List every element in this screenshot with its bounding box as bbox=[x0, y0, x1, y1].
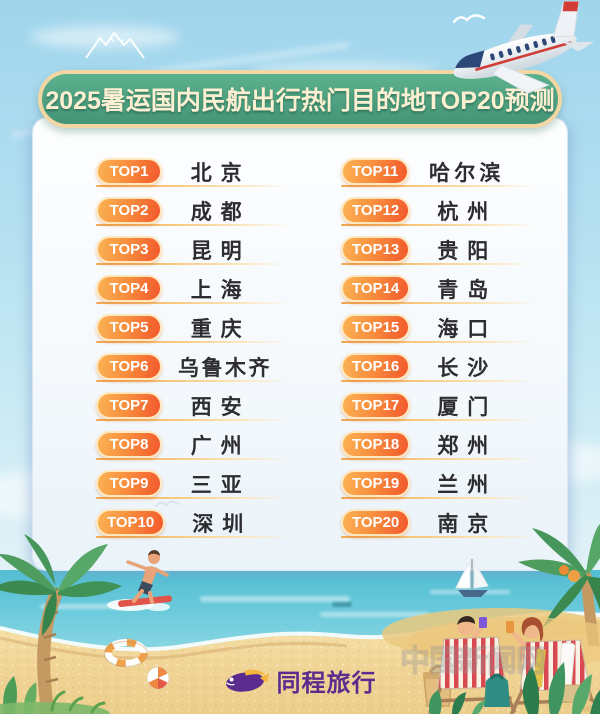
sea-shadow bbox=[332, 602, 352, 607]
rank-badge: TOP8 bbox=[96, 431, 162, 458]
ranking-column-left: TOP1 北京 TOP2 成都 TOP3 昆明 TOP4 上海 TOP5 重庆 TOP6 乌… bbox=[96, 158, 288, 548]
life-ring-icon bbox=[103, 639, 149, 668]
whale-logo-icon bbox=[225, 669, 269, 692]
leaves-icon bbox=[522, 662, 600, 714]
ranking-row: TOP10 深圳 bbox=[96, 509, 288, 538]
city-label: 杭州 bbox=[437, 200, 498, 224]
city-label: 郑州 bbox=[437, 434, 498, 458]
city-label: 长沙 bbox=[437, 356, 498, 380]
rank-badge: TOP20 bbox=[341, 509, 411, 536]
ranking-row: TOP11 哈尔滨 bbox=[341, 158, 533, 187]
ranking-row: TOP20 南京 bbox=[341, 509, 533, 538]
ranking-row: TOP1 北京 bbox=[96, 158, 288, 187]
ranking-row: TOP15 海口 bbox=[341, 314, 533, 343]
rank-badge: TOP1 bbox=[96, 158, 162, 185]
page-title: 2025暑运国内民航出行热门目的地TOP20预测 bbox=[45, 87, 555, 115]
city-label: 南京 bbox=[437, 512, 498, 536]
rank-badge: TOP18 bbox=[341, 431, 411, 458]
rank-badge: TOP4 bbox=[96, 275, 162, 302]
ranking-row: TOP16 长沙 bbox=[341, 353, 533, 382]
ranking-row: TOP19 兰州 bbox=[341, 470, 533, 499]
rank-badge: TOP19 bbox=[341, 470, 411, 497]
city-label: 海口 bbox=[437, 317, 498, 341]
ranking-row: TOP14 青岛 bbox=[341, 275, 533, 304]
ranking-row: TOP3 昆明 bbox=[96, 236, 288, 265]
airplane-icon bbox=[453, 1, 595, 94]
ranking-row: TOP6 乌鲁木齐 bbox=[96, 353, 288, 382]
rank-badge: TOP10 bbox=[96, 509, 166, 536]
city-label: 重庆 bbox=[190, 317, 251, 341]
city-label: 上海 bbox=[190, 278, 251, 302]
yellow-towel bbox=[533, 648, 546, 688]
ranking-row: TOP8 广州 bbox=[96, 431, 288, 460]
ranking-row: TOP7 西安 bbox=[96, 392, 288, 421]
ranking-row: TOP5 重庆 bbox=[96, 314, 288, 343]
city-label: 青岛 bbox=[437, 278, 498, 302]
palm-tree-icon bbox=[518, 524, 600, 646]
ranking-row: TOP12 杭州 bbox=[341, 197, 533, 226]
leaves-icon bbox=[429, 690, 486, 714]
city-label: 昆明 bbox=[190, 239, 251, 263]
city-label: 深圳 bbox=[192, 512, 253, 536]
beach-bag-icon bbox=[484, 673, 510, 707]
rank-badge: TOP7 bbox=[96, 392, 162, 419]
city-label: 哈尔滨 bbox=[428, 161, 505, 185]
city-label: 北京 bbox=[190, 161, 251, 185]
ranking-row: TOP9 三亚 bbox=[96, 470, 288, 499]
ranking-row: TOP17 厦门 bbox=[341, 392, 533, 421]
ranking-row: TOP4 上海 bbox=[96, 275, 288, 304]
city-label: 乌鲁木齐 bbox=[177, 356, 273, 380]
rank-badge: TOP9 bbox=[96, 470, 162, 497]
city-label: 西安 bbox=[190, 395, 251, 419]
surfer-icon bbox=[107, 550, 172, 611]
sea-streak bbox=[320, 612, 430, 617]
city-label: 广州 bbox=[190, 434, 251, 458]
ranking-list: TOP1 北京 TOP2 成都 TOP3 昆明 TOP4 上海 TOP5 重庆 TOP6 乌… bbox=[33, 118, 567, 548]
grass-icon bbox=[0, 676, 110, 714]
rank-badge: TOP13 bbox=[341, 236, 411, 263]
city-label: 兰州 bbox=[437, 473, 498, 497]
rank-badge: TOP15 bbox=[341, 314, 411, 341]
watermark: 中国新闻网 bbox=[399, 644, 546, 678]
seagull-icon bbox=[155, 500, 180, 507]
seagull-icon bbox=[452, 14, 486, 24]
title-banner: 2025暑运国内民航出行热门目的地TOP20预测 bbox=[38, 70, 562, 128]
sea-streak bbox=[200, 596, 350, 602]
sailboat-icon bbox=[455, 559, 489, 597]
beach-chairs-scene bbox=[408, 616, 600, 714]
city-label: 厦门 bbox=[437, 395, 498, 419]
rank-badge: TOP11 bbox=[341, 158, 410, 185]
ranking-row: TOP18 郑州 bbox=[341, 431, 533, 460]
brand-name: 同程旅行 bbox=[276, 670, 377, 697]
rank-badge: TOP6 bbox=[96, 353, 162, 380]
rank-badge: TOP12 bbox=[341, 197, 411, 224]
ranking-row: TOP2 成都 bbox=[96, 197, 288, 226]
mountain-doodle-icon bbox=[85, 32, 145, 59]
city-label: 贵阳 bbox=[437, 239, 498, 263]
rank-badge: TOP3 bbox=[96, 236, 162, 263]
ranking-column-right: TOP11 哈尔滨 TOP12 杭州 TOP13 贵阳 TOP14 青岛 TOP15 海口… bbox=[341, 158, 533, 548]
brand-footer: 同程旅行 bbox=[0, 663, 600, 698]
sea-streak bbox=[40, 604, 130, 609]
cloud bbox=[30, 26, 180, 48]
rank-badge: TOP2 bbox=[96, 197, 162, 224]
city-label: 成都 bbox=[190, 200, 251, 224]
rank-badge: TOP17 bbox=[341, 392, 411, 419]
rank-badge: TOP5 bbox=[96, 314, 162, 341]
palm-tree-icon bbox=[0, 534, 122, 714]
rank-badge: TOP16 bbox=[341, 353, 411, 380]
rank-badge: TOP14 bbox=[341, 275, 411, 302]
city-label: 三亚 bbox=[190, 473, 251, 497]
ranking-row: TOP13 贵阳 bbox=[341, 236, 533, 265]
beach-ball-icon bbox=[146, 666, 170, 690]
